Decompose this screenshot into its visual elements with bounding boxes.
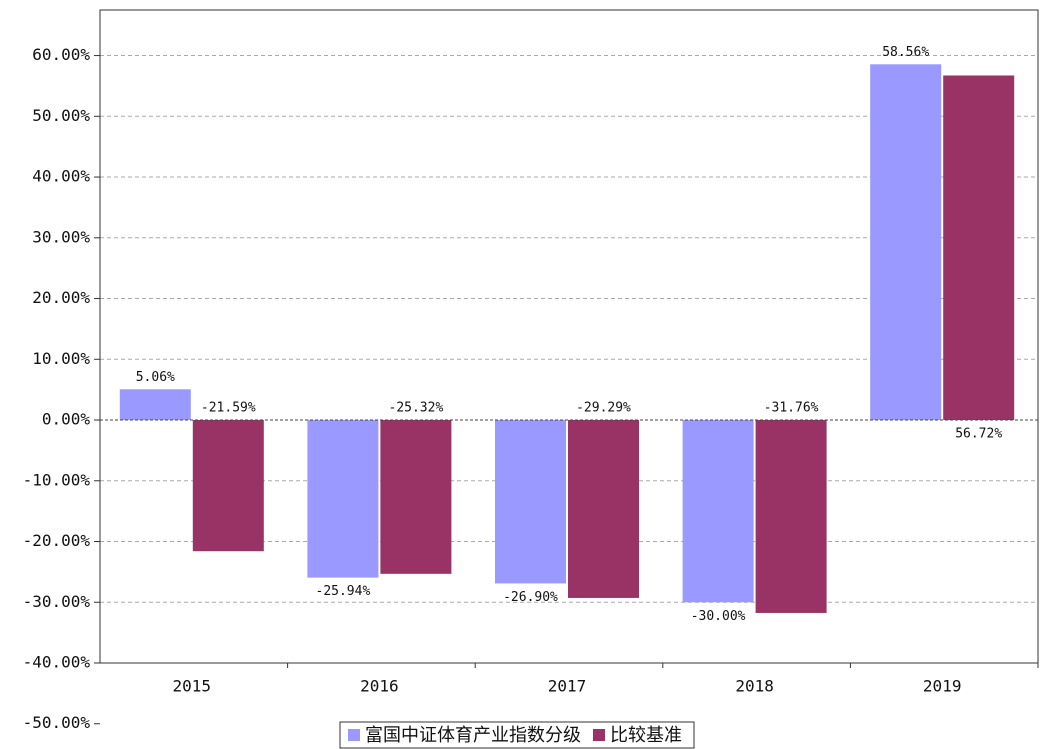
value-label: 56.72% <box>955 427 1002 442</box>
y-tick-label: -10.00% <box>23 470 91 489</box>
x-tick-label: 2016 <box>360 677 399 696</box>
y-tick-label: 10.00% <box>32 349 90 368</box>
x-tick-label: 2018 <box>735 677 774 696</box>
y-tick-label: 0.00% <box>42 410 91 429</box>
bar <box>380 420 452 574</box>
value-label: -30.00% <box>691 609 746 624</box>
bar <box>943 75 1015 421</box>
value-label: -31.76% <box>764 401 819 416</box>
plot-frame <box>99 9 1039 664</box>
y-tick-label: -20.00% <box>23 531 91 550</box>
value-label: 58.56% <box>882 45 929 60</box>
bar <box>119 389 191 421</box>
value-label: -25.32% <box>389 401 444 416</box>
y-tick-label: 30.00% <box>32 227 90 246</box>
bar <box>870 64 942 421</box>
legend-label: 比较基准 <box>610 725 682 746</box>
y-tick-label: 60.00% <box>32 45 90 64</box>
y-tick-label: -30.00% <box>23 592 91 611</box>
value-label: -25.94% <box>316 584 371 599</box>
bar <box>568 420 639 598</box>
y-tick-label: 50.00% <box>32 106 90 125</box>
x-tick-label: 2017 <box>548 677 587 696</box>
bar <box>755 420 827 613</box>
y-tick-label: 40.00% <box>32 167 90 186</box>
legend-label: 富国中证体育产业指数分级 <box>365 725 581 746</box>
legend-box <box>339 721 695 749</box>
bar <box>682 420 754 603</box>
bar <box>307 420 379 578</box>
value-label: -21.59% <box>201 401 256 416</box>
legend-swatch <box>348 729 360 741</box>
value-label: -29.29% <box>576 401 631 416</box>
y-tick-label: -40.00% <box>23 653 91 672</box>
bar <box>192 420 264 552</box>
x-tick-label: 2019 <box>923 677 962 696</box>
legend-swatch <box>593 729 605 741</box>
y-tick-label: -50.00% <box>23 713 91 732</box>
value-label: -26.90% <box>503 590 558 605</box>
value-label: 5.06% <box>136 370 175 385</box>
bar <box>495 420 566 584</box>
y-tick-label: 20.00% <box>32 288 90 307</box>
x-tick-label: 2015 <box>173 677 212 696</box>
